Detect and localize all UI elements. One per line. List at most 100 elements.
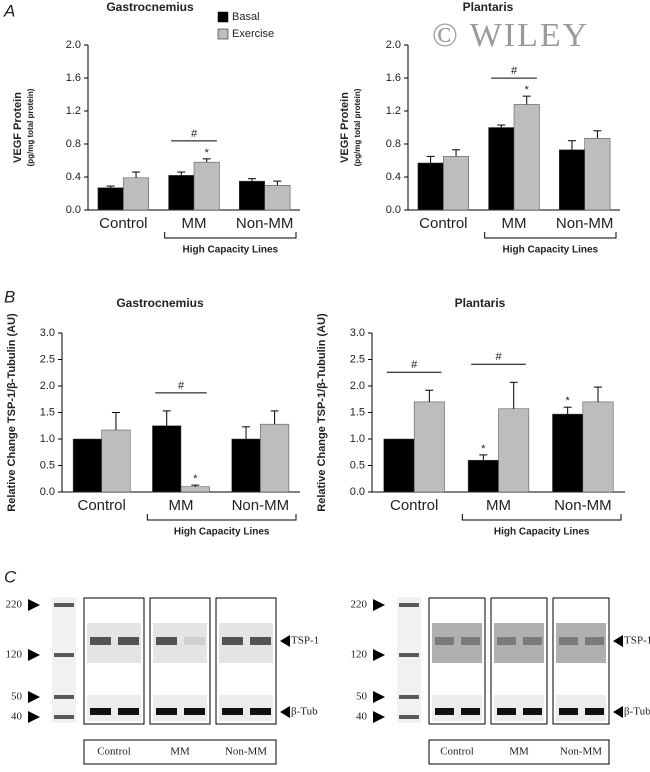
chart-title: Plantaris — [455, 296, 506, 310]
panel-label: B — [4, 287, 15, 306]
bar — [443, 156, 470, 211]
y-tick-label: 1.2 — [386, 105, 401, 117]
group-bracket — [146, 514, 297, 521]
y-tick-label: 0.0 — [40, 486, 55, 498]
ladder-band — [54, 603, 74, 607]
significance-star: * — [525, 84, 530, 96]
group-label: High Capacity Lines — [174, 527, 270, 538]
bar — [260, 423, 290, 493]
lane-group-label: MM — [170, 746, 190, 758]
y-tick-label: 2.5 — [350, 353, 365, 365]
x-tick-label: Non-MM — [236, 215, 294, 232]
y-axis-sublabel: (pg/mg total protein) — [26, 88, 35, 166]
bar — [552, 413, 584, 493]
tub-band — [250, 708, 271, 715]
x-tick-label: MM — [169, 497, 194, 514]
marker-arrow — [373, 691, 385, 703]
marker-arrow — [28, 691, 40, 703]
y-tick-label: 0.0 — [350, 486, 365, 498]
bar — [180, 486, 210, 493]
x-tick-label: Non-MM — [554, 497, 612, 514]
y-axis-label: VEGF Protein — [339, 92, 351, 163]
tub-band — [222, 708, 243, 715]
ladder-band — [54, 653, 74, 657]
y-tick-label: 1.0 — [350, 433, 365, 445]
lane-group-label: Control — [97, 746, 131, 758]
chart-title: Gastrocnemius — [116, 296, 204, 310]
tub-band — [523, 708, 542, 715]
bar — [101, 429, 131, 493]
x-tick-label: Control — [99, 215, 147, 232]
bar — [238, 180, 265, 211]
tsp-band — [497, 637, 516, 645]
lane-label-box — [83, 739, 277, 765]
tsp-band — [156, 637, 177, 645]
y-axis-sublabel: (pg/mg total protein) — [353, 88, 362, 166]
bar — [513, 104, 540, 211]
blot-area — [432, 623, 482, 663]
legend-swatch — [217, 11, 229, 23]
protein-label: TSP-1 — [624, 635, 650, 647]
tsp-band — [184, 637, 205, 645]
x-tick-label: MM — [486, 497, 511, 514]
bar — [72, 438, 102, 493]
tsp-band — [222, 637, 243, 645]
bar — [488, 127, 515, 211]
marker-label: 50 — [11, 691, 23, 703]
bar — [168, 175, 195, 211]
bar — [123, 177, 150, 211]
marker-label: 50 — [356, 691, 368, 703]
ladder-band — [54, 715, 74, 719]
tub-band — [435, 708, 454, 715]
y-tick-label: 0.8 — [66, 138, 81, 150]
group-bracket — [164, 232, 297, 239]
group-label: High Capacity Lines — [503, 245, 599, 256]
y-tick-label: 1.2 — [66, 105, 81, 117]
ladder-band — [399, 715, 419, 719]
y-tick-label: 3.0 — [350, 327, 365, 339]
tsp-band — [559, 637, 578, 645]
marker-label: 40 — [356, 711, 368, 723]
legend-label: Basal — [232, 11, 260, 23]
bar — [584, 137, 611, 211]
x-tick-label: Control — [390, 497, 438, 514]
marker-label: 220 — [351, 599, 368, 611]
watermark: © WILEY — [432, 17, 589, 54]
x-tick-label: MM — [182, 215, 207, 232]
ladder-band — [399, 653, 419, 657]
y-tick-label: 2.0 — [386, 39, 401, 51]
bracket-label: # — [495, 351, 502, 363]
lane-group-label: Non-MM — [560, 746, 602, 758]
protein-arrow — [613, 635, 623, 647]
y-tick-label: 1.5 — [40, 406, 55, 418]
group-bracket — [461, 514, 622, 521]
marker-label: 40 — [11, 711, 23, 723]
x-tick-label: MM — [502, 215, 527, 232]
bracket-label: # — [411, 359, 418, 371]
x-tick-label: Non-MM — [556, 215, 614, 232]
marker-label: 120 — [6, 649, 23, 661]
y-axis-label: VEGF Protein — [12, 92, 24, 163]
y-tick-label: 0.0 — [66, 204, 81, 216]
y-tick-label: 3.0 — [40, 327, 55, 339]
bracket-label: # — [511, 65, 518, 77]
tub-band — [559, 708, 578, 715]
bar — [152, 425, 182, 493]
tub-band — [90, 708, 111, 715]
legend-swatch — [217, 28, 229, 40]
panel-label: C — [4, 567, 17, 586]
tub-band — [184, 708, 205, 715]
panel-label: A — [3, 1, 15, 20]
y-tick-label: 1.6 — [66, 72, 81, 84]
x-tick-label: Control — [77, 497, 125, 514]
y-tick-label: 1.5 — [350, 406, 365, 418]
y-tick-label: 2.0 — [66, 39, 81, 51]
chart-title: Plantaris — [463, 0, 514, 14]
y-tick-label: 1.6 — [386, 72, 401, 84]
bar — [264, 185, 291, 211]
group-label: High Capacity Lines — [494, 527, 590, 538]
bar — [231, 438, 261, 493]
protein-label: β-Tub — [291, 706, 318, 718]
bar — [383, 438, 415, 493]
